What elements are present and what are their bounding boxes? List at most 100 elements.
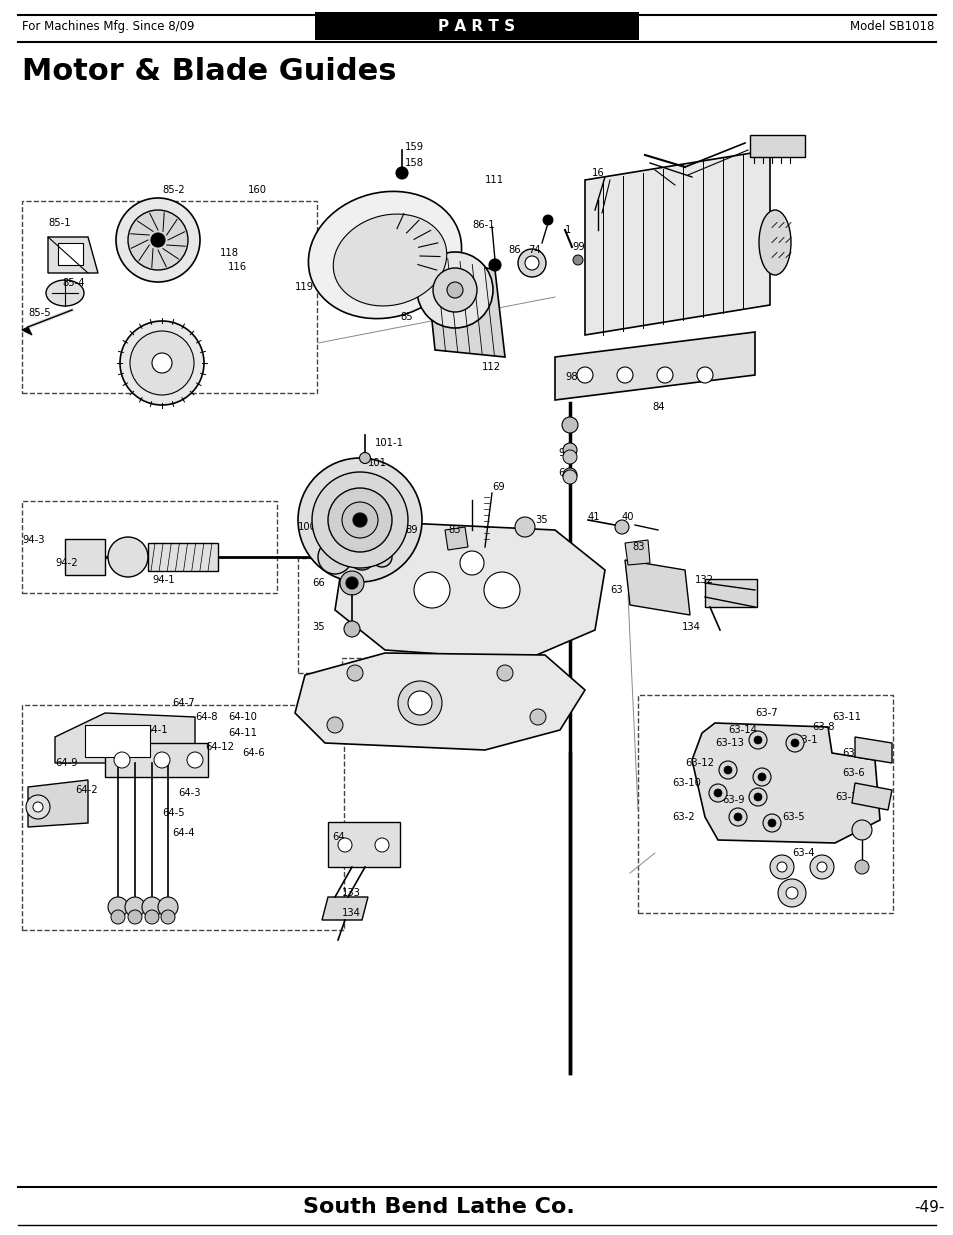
Circle shape bbox=[125, 897, 145, 918]
Circle shape bbox=[116, 198, 200, 282]
Circle shape bbox=[26, 795, 50, 819]
Circle shape bbox=[748, 731, 766, 748]
Circle shape bbox=[327, 718, 343, 734]
Text: 63-1: 63-1 bbox=[794, 735, 817, 745]
Text: 94: 94 bbox=[325, 542, 337, 552]
Text: 72: 72 bbox=[352, 515, 364, 525]
Circle shape bbox=[328, 488, 392, 552]
Text: 101: 101 bbox=[368, 458, 387, 468]
Circle shape bbox=[713, 789, 721, 797]
Text: 64-5: 64-5 bbox=[105, 742, 128, 752]
Circle shape bbox=[758, 773, 765, 781]
Circle shape bbox=[414, 572, 450, 608]
Circle shape bbox=[530, 709, 545, 725]
Circle shape bbox=[395, 167, 408, 179]
Circle shape bbox=[708, 784, 726, 802]
Circle shape bbox=[447, 282, 462, 298]
Text: 40: 40 bbox=[621, 513, 634, 522]
Text: 100: 100 bbox=[297, 522, 316, 532]
Text: 85-1: 85-1 bbox=[48, 219, 71, 228]
Circle shape bbox=[145, 910, 159, 924]
Polygon shape bbox=[624, 540, 649, 564]
Circle shape bbox=[372, 547, 392, 567]
Circle shape bbox=[347, 664, 363, 680]
Polygon shape bbox=[55, 713, 194, 763]
Text: 85: 85 bbox=[399, 312, 413, 322]
Text: 85-4: 85-4 bbox=[62, 278, 85, 288]
Text: 134: 134 bbox=[341, 908, 360, 918]
Ellipse shape bbox=[308, 191, 461, 319]
Text: 89: 89 bbox=[405, 525, 417, 535]
Text: 16: 16 bbox=[592, 168, 604, 178]
Text: 6: 6 bbox=[558, 468, 564, 478]
Circle shape bbox=[809, 855, 833, 879]
Polygon shape bbox=[48, 237, 98, 273]
Ellipse shape bbox=[46, 280, 84, 306]
Circle shape bbox=[359, 452, 370, 463]
Bar bbox=[22, 501, 276, 593]
Circle shape bbox=[113, 752, 130, 768]
Circle shape bbox=[497, 664, 513, 680]
Circle shape bbox=[785, 734, 803, 752]
Circle shape bbox=[349, 543, 375, 571]
Circle shape bbox=[753, 736, 761, 743]
Text: 63-8: 63-8 bbox=[811, 722, 834, 732]
Text: 83: 83 bbox=[631, 542, 644, 552]
Text: 111: 111 bbox=[484, 175, 503, 185]
Bar bbox=[297, 558, 473, 673]
Circle shape bbox=[719, 761, 737, 779]
Text: 116: 116 bbox=[228, 262, 247, 272]
Text: 64-3: 64-3 bbox=[178, 788, 200, 798]
Circle shape bbox=[697, 367, 712, 383]
Text: 63-4: 63-4 bbox=[791, 848, 814, 858]
Text: 63-14: 63-14 bbox=[727, 725, 756, 735]
Text: 86-1: 86-1 bbox=[472, 220, 494, 230]
Circle shape bbox=[733, 813, 741, 821]
Circle shape bbox=[617, 367, 633, 383]
Circle shape bbox=[524, 256, 538, 270]
Bar bbox=[22, 201, 316, 393]
Bar bbox=[395, 547, 550, 635]
Text: 99: 99 bbox=[572, 242, 584, 252]
Text: 158: 158 bbox=[405, 158, 423, 168]
Text: 99: 99 bbox=[558, 448, 570, 458]
Circle shape bbox=[459, 551, 483, 576]
Circle shape bbox=[128, 910, 142, 924]
Circle shape bbox=[790, 739, 799, 747]
Bar bbox=[749, 135, 804, 157]
Circle shape bbox=[776, 862, 786, 872]
Text: 85-2: 85-2 bbox=[162, 185, 185, 195]
Text: 118: 118 bbox=[220, 248, 239, 258]
Text: 94-2: 94-2 bbox=[55, 558, 77, 568]
Bar bbox=[328, 823, 399, 867]
Polygon shape bbox=[584, 149, 769, 335]
Circle shape bbox=[187, 752, 203, 768]
Ellipse shape bbox=[759, 210, 790, 275]
Text: 63-2: 63-2 bbox=[671, 811, 694, 823]
Polygon shape bbox=[148, 543, 218, 571]
Circle shape bbox=[615, 520, 628, 534]
Text: For Machines Mfg. Since 8/09: For Machines Mfg. Since 8/09 bbox=[22, 20, 194, 33]
Circle shape bbox=[161, 910, 174, 924]
Text: 63-5: 63-5 bbox=[841, 748, 863, 758]
Circle shape bbox=[723, 766, 731, 774]
Circle shape bbox=[341, 501, 377, 538]
Circle shape bbox=[397, 680, 441, 725]
Circle shape bbox=[762, 814, 781, 832]
Circle shape bbox=[752, 768, 770, 785]
Circle shape bbox=[353, 513, 367, 527]
Circle shape bbox=[152, 353, 172, 373]
Circle shape bbox=[128, 210, 188, 270]
Circle shape bbox=[33, 802, 43, 811]
Text: 161: 161 bbox=[452, 298, 471, 308]
Bar bbox=[314, 12, 639, 40]
Circle shape bbox=[416, 252, 493, 329]
Text: 63-10: 63-10 bbox=[671, 778, 700, 788]
Text: 160: 160 bbox=[248, 185, 267, 195]
Circle shape bbox=[769, 855, 793, 879]
Circle shape bbox=[142, 897, 162, 918]
Circle shape bbox=[851, 820, 871, 840]
Text: -49-: -49- bbox=[913, 1199, 943, 1214]
Polygon shape bbox=[294, 653, 584, 750]
Text: 64-11: 64-11 bbox=[228, 727, 256, 739]
